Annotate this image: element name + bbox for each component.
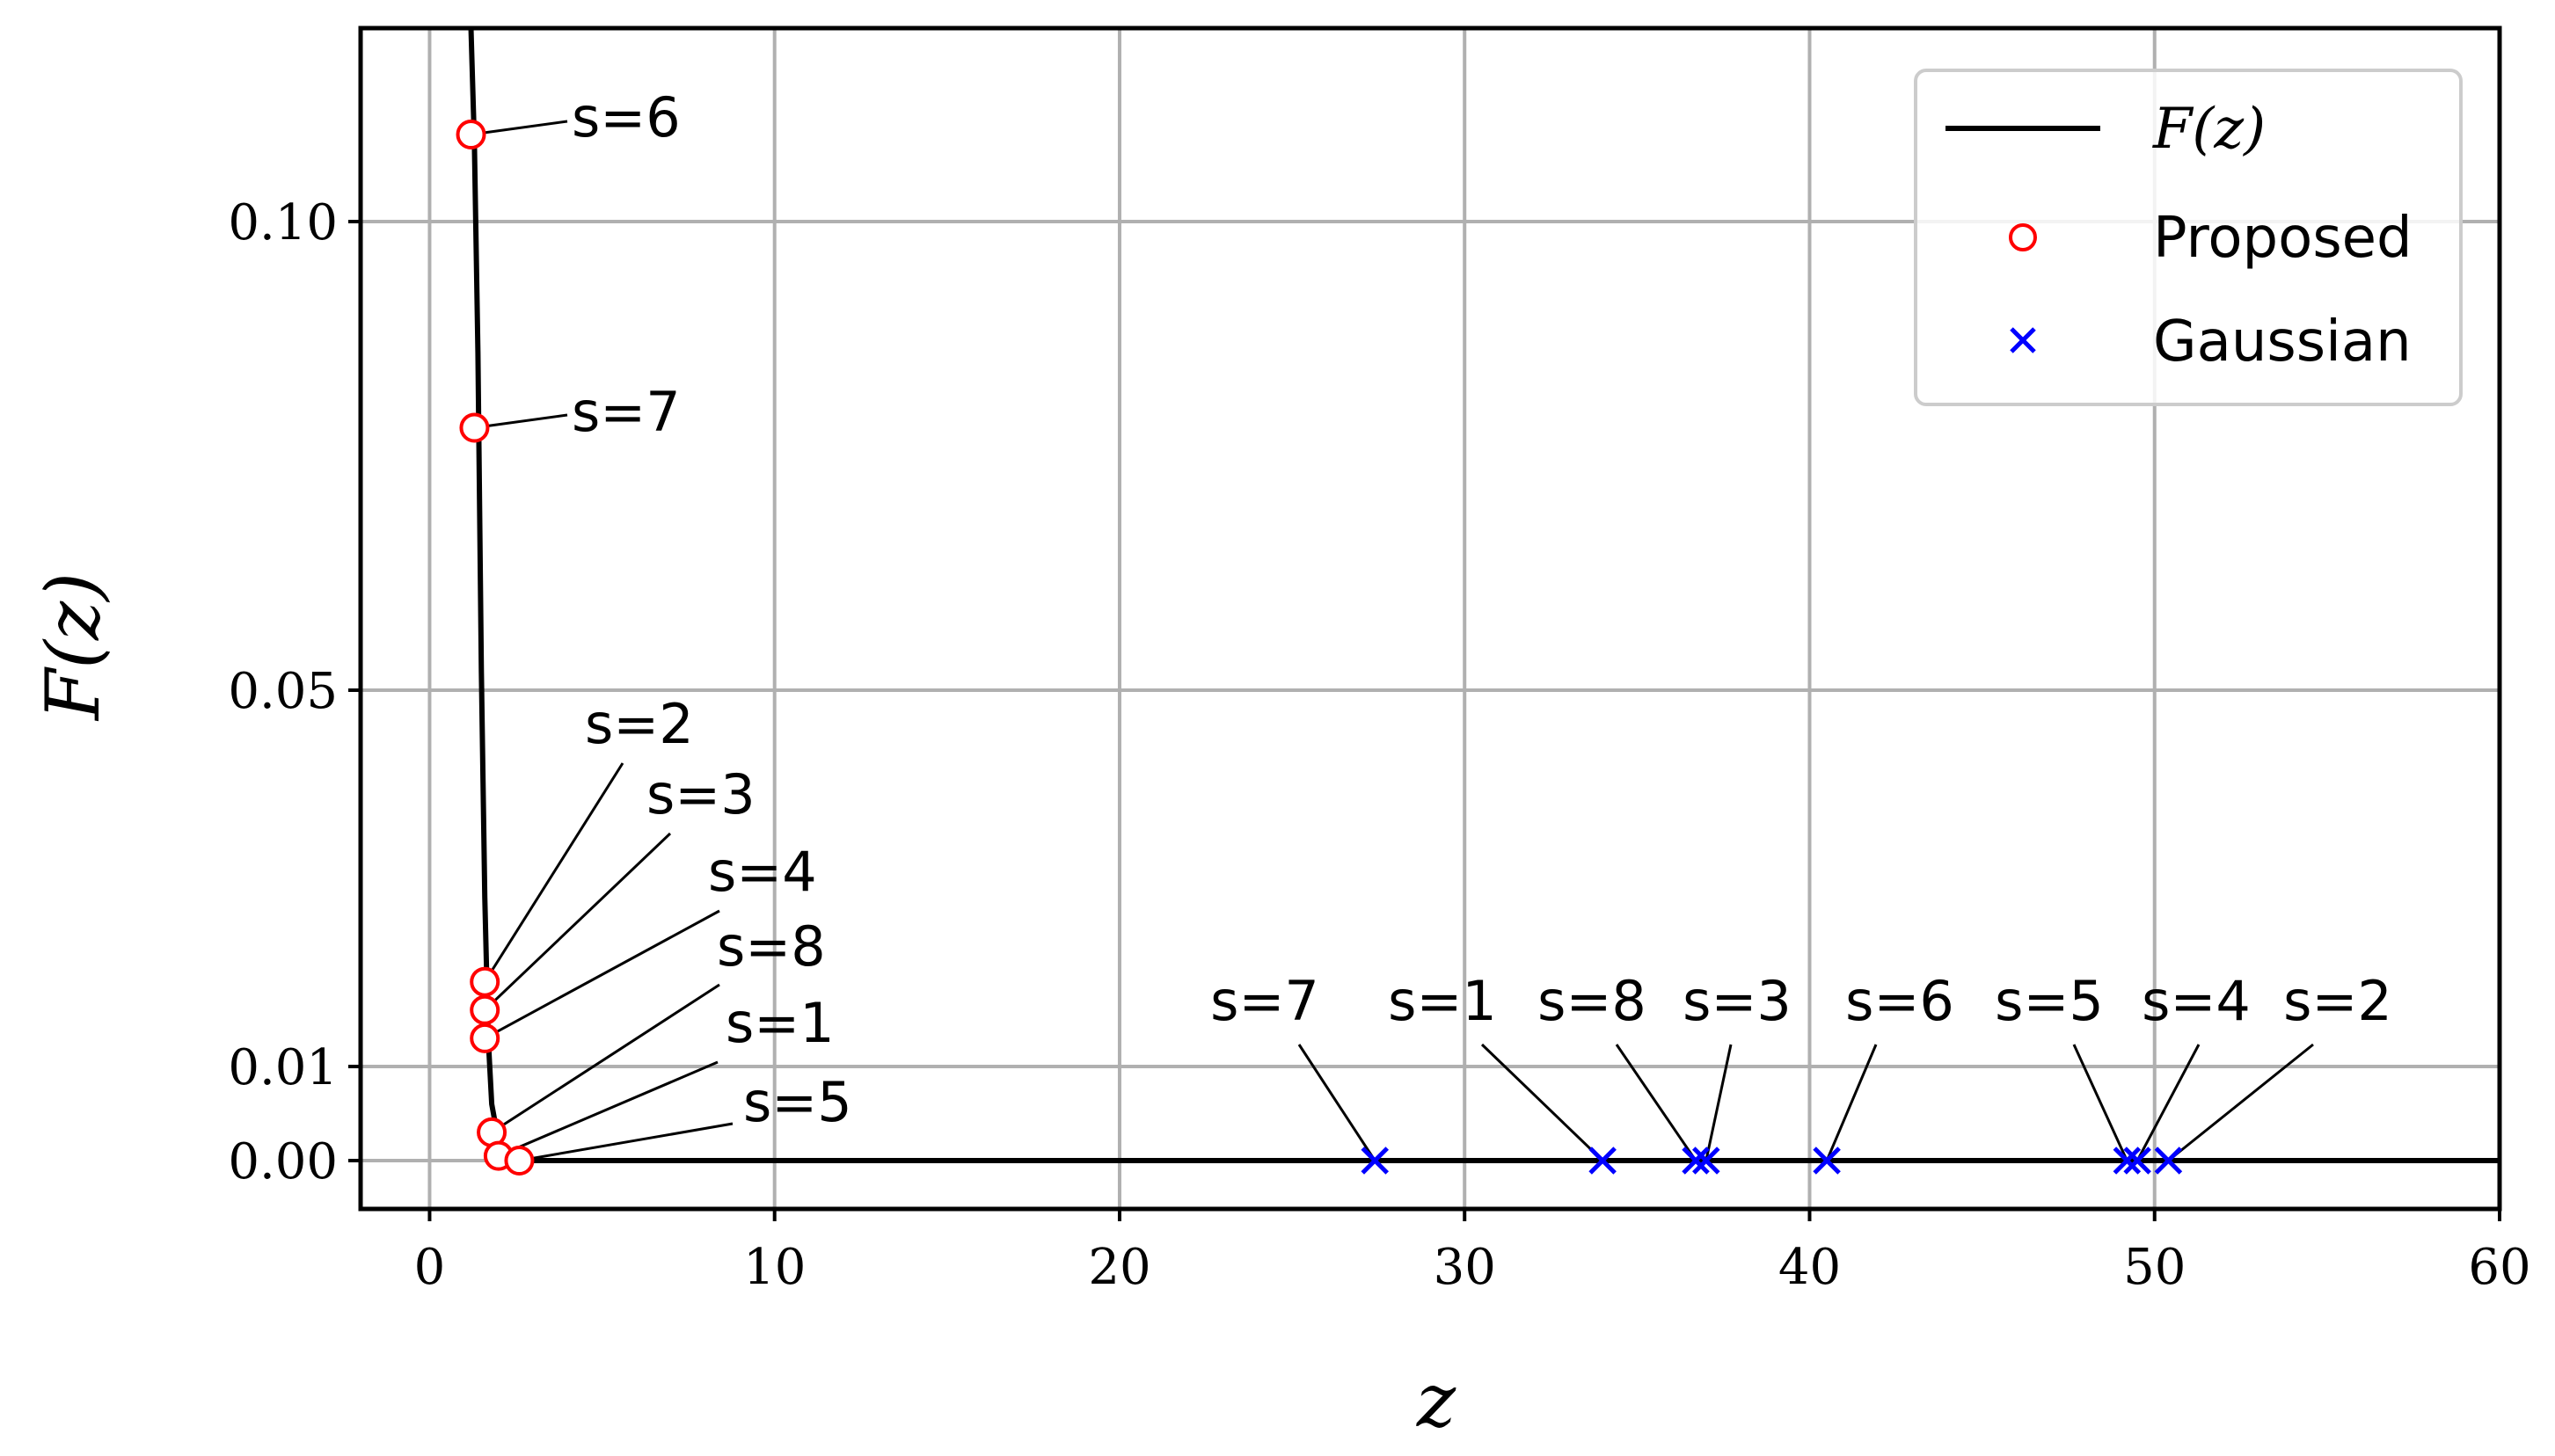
gaussian-annotation: s=2: [2283, 969, 2392, 1033]
gaussian-marker: [1813, 1147, 1841, 1175]
gaussian-annotation: s=4: [2142, 969, 2251, 1033]
x-tick-label: 0: [414, 1239, 446, 1296]
gaussian-leader: [2167, 1043, 2314, 1162]
legend-box: [1914, 69, 2463, 406]
gaussian-marker-stroke: [2154, 1147, 2183, 1175]
gaussian-leader: [1297, 1044, 1376, 1161]
plot-frame: [358, 25, 2502, 1212]
gaussian-marker: [1588, 1147, 1617, 1175]
y-tick-label: 0.00: [228, 1133, 338, 1190]
gaussian-leader: [1615, 1044, 1697, 1161]
y-tick-label: 0.10: [228, 194, 338, 251]
gaussian-marker-stroke: [1361, 1147, 1390, 1175]
gaussian-marker: [1692, 1147, 1720, 1175]
proposed-annotation: s=6: [572, 85, 681, 149]
proposed-annotation: s=4: [708, 840, 817, 904]
gaussian-annotation: s=1: [1388, 969, 1497, 1033]
proposed-annotation: s=7: [572, 380, 681, 444]
proposed-annotation: s=8: [717, 914, 826, 979]
proposed-leader: [484, 909, 720, 1040]
y-axis-label: F(z): [30, 572, 116, 722]
gaussian-leader: [1705, 1044, 1733, 1161]
gaussian-marker-stroke: [2113, 1147, 2142, 1175]
proposed-marker: [470, 994, 500, 1025]
gaussian-leader: [2135, 1044, 2201, 1161]
x-tick-label: 50: [2123, 1239, 2186, 1296]
proposed-annotation: s=2: [585, 692, 694, 756]
proposed-leader: [491, 983, 720, 1134]
gaussian-leader: [1825, 1044, 1878, 1161]
proposed-marker: [456, 120, 486, 149]
proposed-leader: [474, 413, 568, 430]
proposed-annotation: s=1: [726, 991, 835, 1055]
proposed-annotation: s=5: [743, 1070, 852, 1134]
gaussian-marker: [2154, 1147, 2183, 1175]
gaussian-leader: [2072, 1044, 2128, 1161]
legend-gaussian-label: Gaussian: [2153, 309, 2412, 375]
proposed-leader: [484, 832, 672, 1011]
x-tick-label: 30: [1434, 1239, 1496, 1296]
gaussian-marker-stroke: [1682, 1147, 1710, 1175]
x-tick-label: 20: [1088, 1239, 1150, 1296]
legend: F(z) Proposed Gaussian: [1914, 69, 2463, 406]
x-axis-label: z: [1416, 1358, 1456, 1444]
gaussian-annotation: s=5: [1995, 969, 2104, 1033]
gaussian-annotation: s=6: [1845, 969, 1954, 1033]
legend-gaussian-marker: [2010, 327, 2036, 353]
gaussian-marker-stroke: [2123, 1147, 2151, 1175]
annotation-leaders: [471, 120, 2314, 1162]
proposed-leader: [471, 120, 568, 136]
gaussian-marker-stroke: [1588, 1147, 1617, 1175]
gaussian-marker-stroke: [1813, 1147, 1841, 1175]
x-tick-label: 10: [743, 1239, 806, 1296]
gaussian-leader: [1480, 1043, 1604, 1162]
proposed-marker: [459, 412, 490, 443]
annotations: s=6s=7s=2s=3s=4s=8s=1s=5s=7 s=1 s=8 s=3 s=6 s…: [572, 85, 2392, 1134]
gaussian-marker: [2123, 1147, 2151, 1175]
proposed-leader: [483, 762, 624, 983]
legend-curve-label: F(z): [2152, 97, 2266, 162]
gaussian-annotation: s=3: [1683, 969, 1792, 1033]
x-tick-labels: 0 10 20 30 40 50 60: [414, 1209, 2531, 1296]
gaussian-annotation: s=8: [1537, 969, 1646, 1033]
legend-proposed-marker: [2009, 223, 2037, 251]
proposed-marker: [504, 1146, 535, 1176]
x-tick-label: 60: [2468, 1239, 2530, 1296]
proposed-leader: [498, 1060, 719, 1158]
proposed-leader: [519, 1122, 734, 1162]
x-tick-label: 40: [1778, 1239, 1841, 1296]
y-tick-labels: 0.00 0.01 0.05 0.10: [228, 194, 361, 1190]
gaussian-marker: [2113, 1147, 2142, 1175]
y-tick-label: 0.01: [228, 1039, 338, 1096]
y-tick-label: 0.05: [228, 663, 338, 720]
gaussian-marker: [1361, 1147, 1390, 1175]
proposed-marker: [470, 966, 500, 997]
gaussian-marker: [1682, 1147, 1710, 1175]
gaussian-marker-stroke: [1692, 1147, 1720, 1175]
legend-proposed-label: Proposed: [2153, 206, 2413, 271]
proposed-marker: [470, 1023, 500, 1053]
proposed-annotation: s=3: [646, 762, 756, 826]
gaussian-annotation: s=7: [1210, 969, 1319, 1033]
markers: [456, 120, 2183, 1176]
